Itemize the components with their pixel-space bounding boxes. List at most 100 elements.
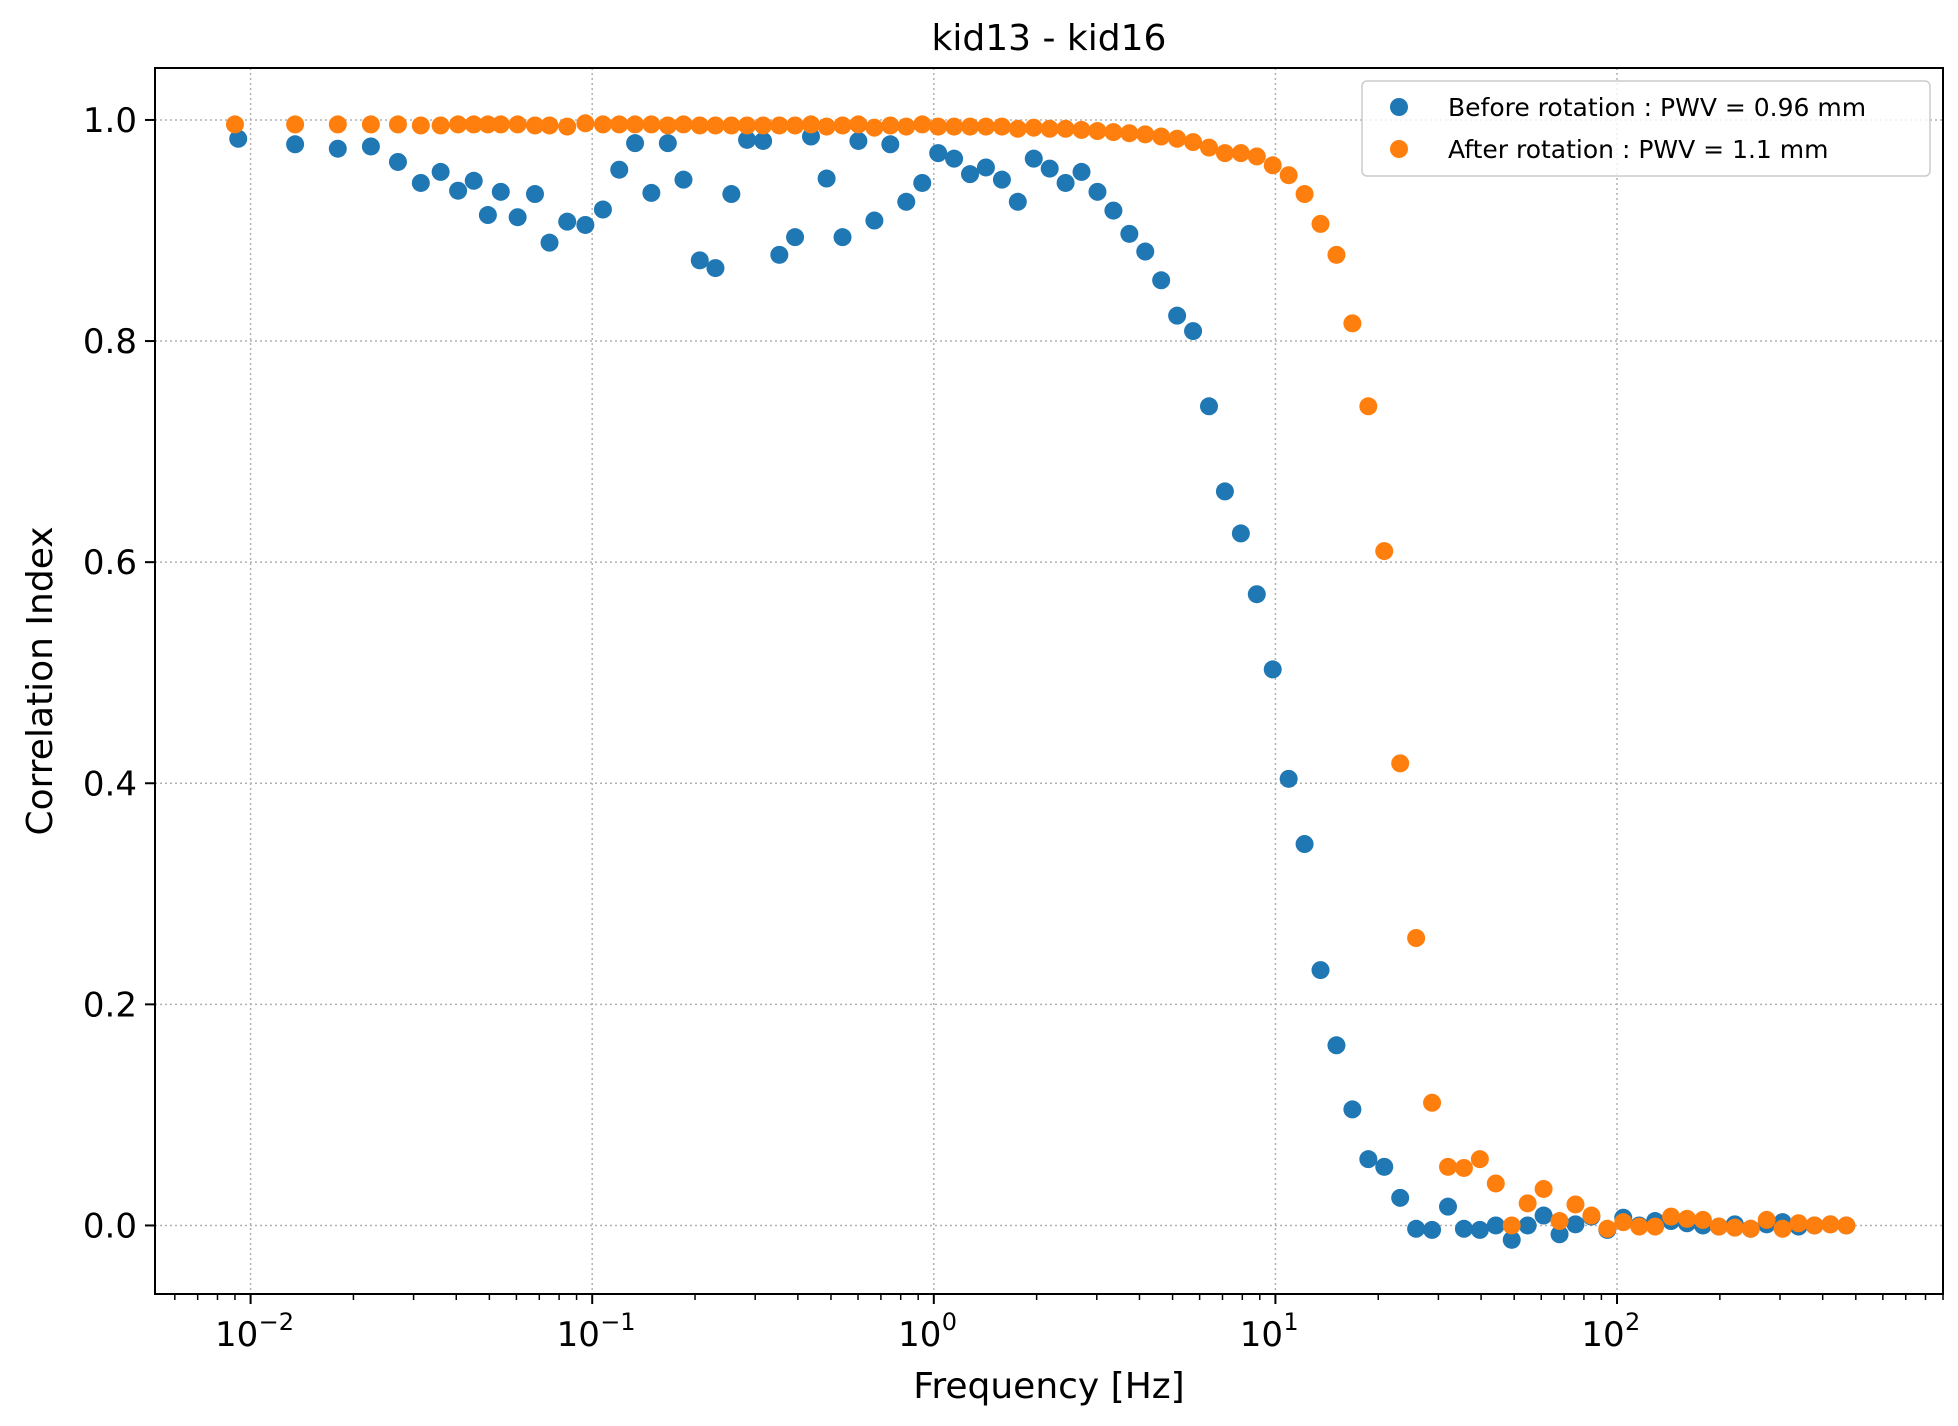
data-point (913, 115, 932, 134)
data-point (817, 117, 836, 136)
data-point (1215, 482, 1234, 501)
data-point (508, 208, 527, 227)
data-point (1566, 1195, 1585, 1214)
data-point (411, 116, 430, 135)
data-point (1024, 149, 1043, 168)
data-point (690, 116, 709, 135)
data-point (754, 116, 773, 135)
data-point (945, 117, 964, 136)
data-point (1040, 119, 1059, 138)
data-point (328, 139, 347, 158)
legend-label-after: After rotation : PWV = 1.1 mm (1448, 135, 1828, 164)
data-point (1773, 1219, 1792, 1238)
data-point (1343, 1100, 1362, 1119)
data-point (508, 115, 527, 134)
data-point (1359, 397, 1378, 416)
data-point (849, 131, 868, 150)
data-point (1662, 1207, 1681, 1226)
legend: Before rotation : PWV = 0.96 mm After ro… (1361, 80, 1931, 177)
data-point (478, 115, 497, 134)
data-point (478, 206, 497, 225)
data-point (1454, 1158, 1473, 1177)
data-point (722, 116, 741, 135)
data-point (945, 149, 964, 168)
data-point (833, 116, 852, 135)
legend-marker-before (1390, 98, 1408, 116)
data-point (913, 173, 932, 192)
x-tick-label: 10 (557, 1315, 600, 1355)
data-point (1359, 1150, 1378, 1169)
x-tick-label: 10 (215, 1315, 258, 1355)
data-point (1646, 1217, 1665, 1236)
data-point (449, 115, 468, 134)
data-point (1598, 1219, 1617, 1238)
data-point (1534, 1179, 1553, 1198)
data-point (786, 116, 805, 135)
data-point (849, 115, 868, 134)
data-point (1168, 306, 1187, 325)
data-point (1311, 961, 1330, 980)
data-point (1215, 144, 1234, 163)
x-tick-label: 10 (898, 1315, 941, 1355)
data-point (976, 117, 995, 136)
data-point (1104, 123, 1123, 142)
data-point (1327, 1036, 1346, 1055)
data-point (1407, 1219, 1426, 1238)
data-point (961, 165, 980, 184)
data-point (1343, 314, 1362, 333)
x-tick-label-exponent: 1 (1283, 1308, 1298, 1336)
y-tick-label: 0.0 (83, 1206, 137, 1246)
data-point (770, 245, 789, 264)
data-point (610, 160, 629, 179)
data-point (1184, 322, 1203, 341)
data-point (738, 130, 757, 149)
data-point (576, 114, 595, 133)
x-tick-label-exponent: −1 (600, 1308, 635, 1336)
data-point (722, 185, 741, 204)
data-point (1805, 1216, 1824, 1235)
data-point (1072, 120, 1091, 139)
data-point (817, 169, 836, 188)
data-point (540, 116, 559, 135)
data-point (411, 173, 430, 192)
legend-marker-after (1390, 140, 1408, 158)
data-point (1024, 118, 1043, 137)
y-tick-label: 0.6 (83, 543, 137, 583)
data-point (1630, 1217, 1649, 1236)
data-point (1741, 1219, 1760, 1238)
data-point (961, 117, 980, 136)
data-point (706, 259, 725, 278)
data-point (1438, 1197, 1457, 1216)
data-point (1199, 138, 1218, 157)
data-point (1008, 119, 1027, 138)
data-point (770, 116, 789, 135)
data-point (1263, 156, 1282, 175)
data-point (388, 115, 407, 134)
data-point (1502, 1216, 1521, 1235)
data-point (1295, 835, 1314, 854)
x-axis-label: Frequency [Hz] (913, 1366, 1184, 1407)
data-point (1757, 1210, 1776, 1229)
data-point (229, 129, 248, 148)
data-point (976, 158, 995, 177)
data-point (1247, 147, 1266, 166)
data-point (1534, 1206, 1553, 1225)
data-point (1550, 1225, 1569, 1244)
chart-title: kid13 - kid16 (932, 18, 1167, 59)
data-point (1311, 214, 1330, 233)
data-point (1486, 1174, 1505, 1193)
data-point (431, 162, 450, 181)
data-point (1709, 1217, 1728, 1236)
data-point (1438, 1157, 1457, 1176)
data-point (464, 115, 483, 134)
data-point (431, 116, 450, 135)
data-point (929, 117, 948, 136)
data-point (1168, 129, 1187, 148)
data-point (328, 115, 347, 134)
data-point (593, 115, 612, 134)
data-point (1327, 245, 1346, 264)
data-point (1837, 1216, 1856, 1235)
data-point (1231, 144, 1250, 163)
data-point (1088, 182, 1107, 201)
data-point (626, 134, 645, 153)
